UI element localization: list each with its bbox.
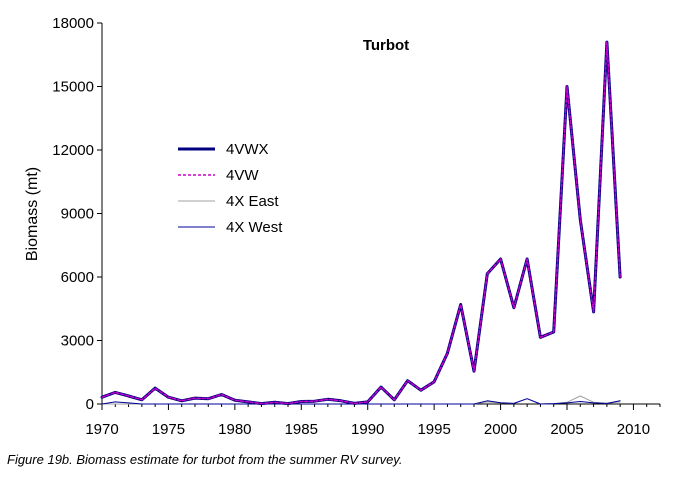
y-axis-title: Biomass (mt) [24, 167, 41, 261]
chart-title: Turbot [363, 37, 409, 54]
x-tick-label: 1975 [152, 421, 185, 438]
x-tick-label: 1995 [417, 421, 450, 438]
legend-label-4x-west: 4X West [226, 219, 283, 236]
y-tick-label: 15000 [52, 79, 94, 96]
series-line-4vwx [100, 40, 622, 406]
x-tick-label: 2000 [484, 421, 517, 438]
y-tick-label: 6000 [61, 269, 94, 286]
y-tick-label: 18000 [52, 15, 94, 32]
x-tick-label: 2005 [550, 421, 583, 438]
legend-label-4vwx: 4VWX [226, 141, 269, 158]
x-tick-label: 1980 [218, 421, 251, 438]
series-line-4vw [101, 41, 621, 405]
y-tick-label: 12000 [52, 142, 94, 159]
turbot-biomass-chart: Turbot Biomass (mt) 0 3000 6000 9000 12000 15… [24, 15, 661, 438]
x-tick-label: 1990 [351, 421, 384, 438]
y-tick-label: 3000 [61, 333, 94, 350]
legend-label-4vw: 4VW [226, 167, 259, 184]
figure-caption: Figure 19b. Biomass estimate for turbot … [7, 452, 403, 467]
y-tick-label: 9000 [61, 206, 94, 223]
x-tick-label: 2010 [617, 421, 650, 438]
axes: 0 3000 6000 9000 12000 15000 18000 1970 1975 1980… [52, 15, 661, 438]
series-layer [100, 40, 622, 406]
x-tick-label: 1970 [85, 421, 118, 438]
y-tick-label: 0 [86, 396, 94, 413]
legend-label-4x-east: 4X East [226, 193, 279, 210]
legend: 4VWX 4VW 4X East 4X West [178, 141, 283, 236]
x-tick-label: 1985 [285, 421, 318, 438]
